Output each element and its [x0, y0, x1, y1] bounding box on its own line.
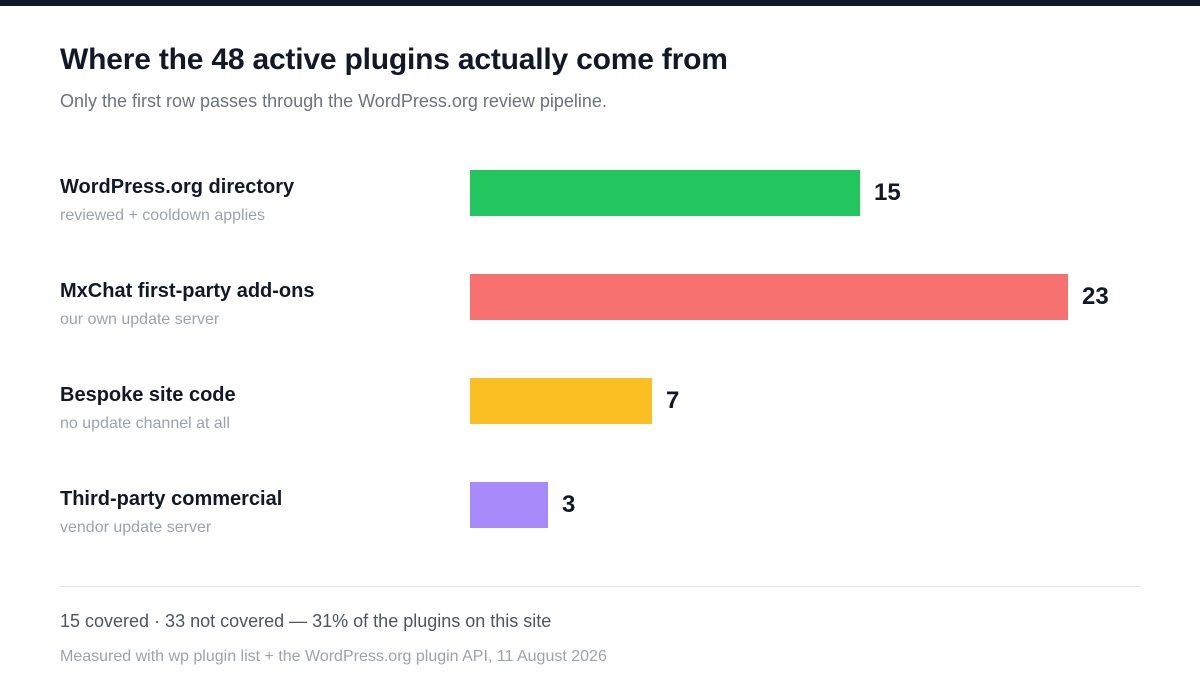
bar-value-bespoke-site-code: 7 — [666, 387, 680, 414]
coverage-summary: 15 covered · 33 not covered — 31% of the… — [60, 611, 552, 631]
category-label-third-party-commercial: Third-party commercial — [60, 488, 283, 510]
footer-divider — [60, 586, 1140, 587]
category-description-mxchat-first-party: our own update server — [60, 311, 220, 328]
methodology-footnote: Measured with wp plugin list + the WordP… — [60, 648, 607, 665]
chart-subtitle: Only the first row passes through the Wo… — [60, 91, 607, 111]
bar-mxchat-first-party — [470, 274, 1068, 320]
bar-value-mxchat-first-party: 23 — [1082, 283, 1109, 310]
bar-value-wordpress-org: 15 — [874, 179, 901, 206]
bar-wordpress-org — [470, 170, 860, 216]
bar-bespoke-site-code — [470, 378, 652, 424]
category-description-wordpress-org: reviewed + cooldown applies — [60, 207, 266, 224]
chart-title: Where the 48 active plugins actually com… — [60, 43, 728, 76]
top-accent-bar — [0, 0, 1200, 6]
category-description-bespoke-site-code: no update channel at all — [60, 415, 230, 432]
category-label-bespoke-site-code: Bespoke site code — [60, 384, 236, 406]
category-description-third-party-commercial: vendor update server — [60, 519, 212, 536]
category-label-mxchat-first-party: MxChat first-party add-ons — [60, 280, 315, 302]
category-label-wordpress-org: WordPress.org directory — [60, 176, 295, 198]
bar-third-party-commercial — [470, 482, 548, 528]
bar-value-third-party-commercial: 3 — [562, 491, 576, 518]
